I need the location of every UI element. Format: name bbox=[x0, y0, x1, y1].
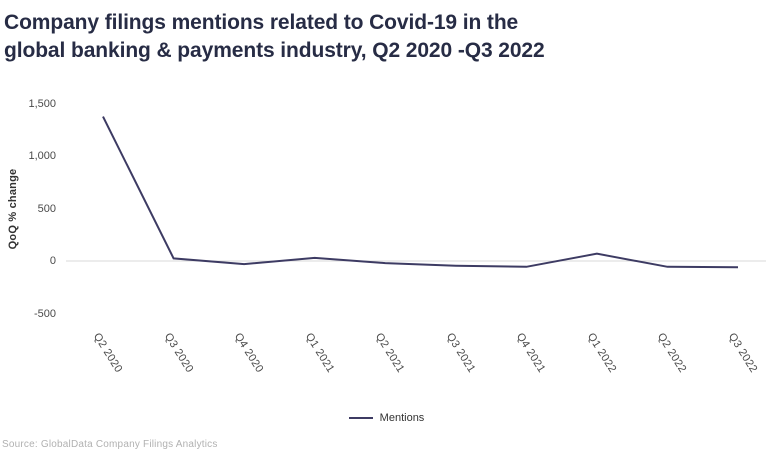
legend-line-swatch bbox=[348, 417, 373, 419]
legend: Mentions bbox=[0, 410, 773, 426]
chart-title-line1: Company filings mentions related to Covi… bbox=[4, 11, 519, 34]
chart-title-line2: global banking & payments industry, Q2 2… bbox=[4, 39, 545, 62]
y-tick-label: 1,500 bbox=[28, 97, 56, 110]
source-note: Source: GlobalData Company Filings Analy… bbox=[2, 439, 218, 450]
chart-title: Company filings mentions related to Covi… bbox=[4, 9, 744, 65]
y-tick-label: 0 bbox=[49, 255, 56, 267]
y-tick-label: 500 bbox=[37, 202, 56, 215]
legend-label: Mentions bbox=[379, 412, 425, 424]
y-tick-label: -500 bbox=[33, 307, 56, 320]
y-tick-label: 1,000 bbox=[28, 150, 56, 162]
mentions-series-line bbox=[102, 116, 739, 269]
